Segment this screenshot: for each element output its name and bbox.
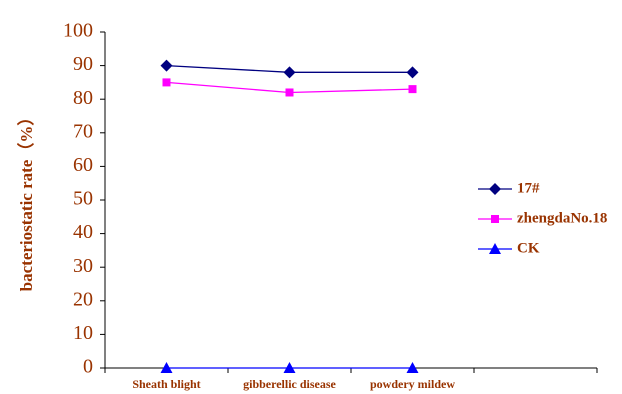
y-tick-label: 100: [63, 20, 93, 42]
point: [408, 85, 417, 94]
point: [491, 215, 499, 223]
x-tick-label: gibberellic disease: [243, 377, 336, 391]
y-tick-label: 10: [73, 322, 93, 344]
y-tick-label: 50: [73, 188, 93, 210]
point: [406, 362, 419, 373]
y-tick-label: 40: [73, 221, 93, 243]
y-tick-label: 0: [83, 356, 93, 378]
point: [406, 66, 419, 79]
y-tick-label: 80: [73, 87, 93, 109]
y-axis-label: bacteriostatic rate（%）: [16, 109, 36, 292]
y-tick-label: 20: [73, 288, 93, 310]
y-tick-label: 90: [73, 53, 93, 75]
y-tick-label: 30: [73, 255, 93, 277]
point: [162, 78, 171, 87]
x-tick-label: powdery mildew: [370, 377, 455, 391]
y-tick-label: 60: [73, 154, 93, 176]
point: [285, 88, 294, 97]
legend-label: CK: [517, 240, 540, 256]
legend-label: 17#: [517, 180, 540, 196]
x-tick-label: Sheath blight: [132, 377, 200, 391]
point: [489, 183, 501, 195]
point: [160, 59, 173, 72]
point: [283, 362, 296, 373]
legend-label: zhengdaNo.18: [517, 210, 607, 226]
point: [160, 362, 173, 373]
y-tick-label: 70: [73, 120, 93, 142]
point: [283, 66, 296, 79]
point: [489, 243, 501, 254]
